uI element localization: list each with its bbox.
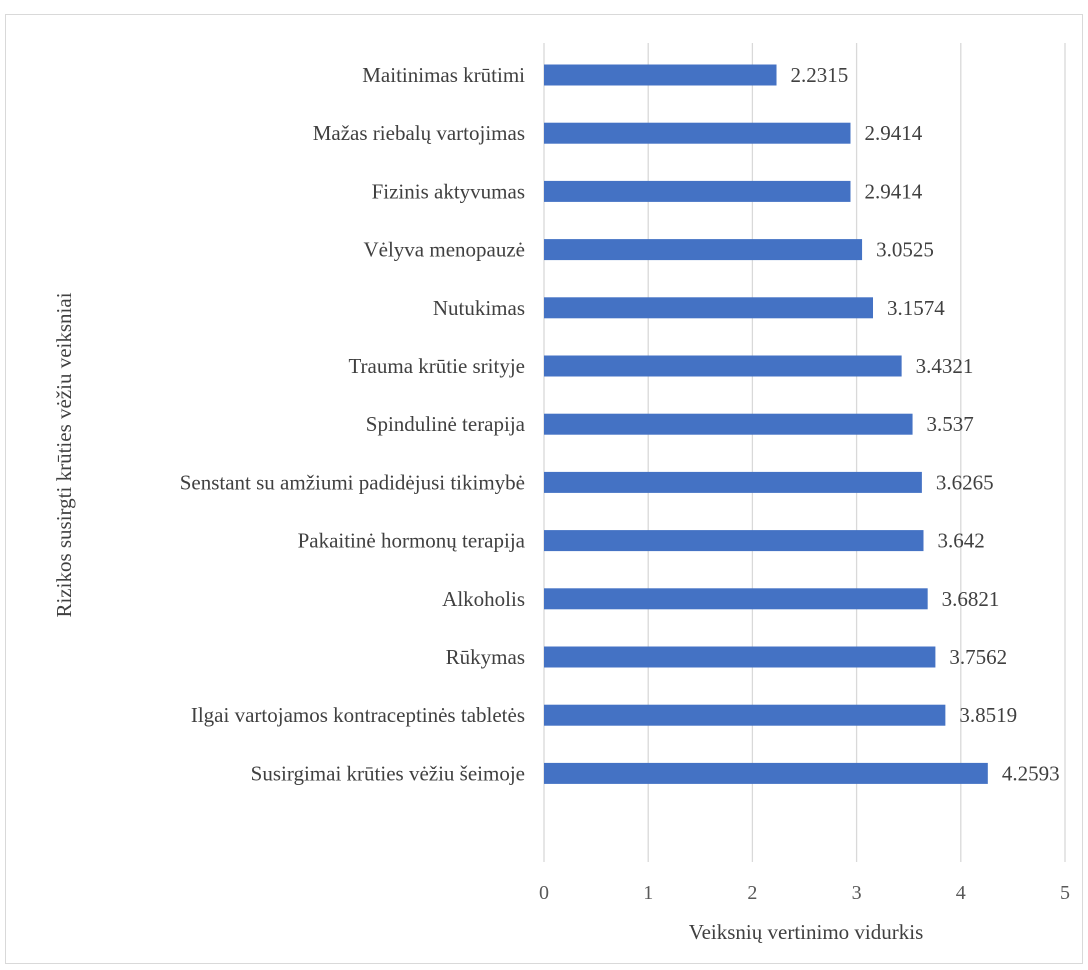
category-label: Maitinimas krūtimi [362, 63, 525, 87]
data-label: 3.0525 [876, 238, 934, 262]
category-label: Mažas riebalų vartojimas [313, 121, 525, 145]
category-label: Trauma krūtie srityje [348, 354, 525, 378]
data-label: 3.642 [937, 529, 984, 553]
bar [544, 122, 851, 144]
category-label: Rūkymas [446, 645, 525, 669]
category-labels: Maitinimas krūtimi Mažas riebalų vartojim… [180, 63, 526, 785]
category-label: Spindulinė terapija [366, 412, 526, 436]
data-label: 3.7562 [949, 645, 1007, 669]
data-label: 2.2315 [791, 63, 849, 87]
data-label: 4.2593 [1002, 761, 1060, 785]
data-label: 3.537 [927, 412, 974, 436]
data-label: 3.6265 [936, 470, 994, 494]
data-label: 3.6821 [942, 587, 1000, 611]
bar [544, 646, 936, 668]
bar [544, 180, 851, 202]
data-label: 3.8519 [959, 703, 1017, 727]
chart-frame: Maitinimas krūtimi Mažas riebalų vartojim… [5, 14, 1083, 964]
bar [544, 471, 922, 493]
x-tick-labels: 0 1 2 3 4 5 [539, 882, 1070, 904]
x-tick-label: 0 [539, 882, 549, 904]
bar [544, 64, 777, 86]
data-label: 3.1574 [887, 296, 945, 320]
x-tick-label: 4 [956, 882, 966, 904]
x-tick-label: 2 [747, 882, 757, 904]
bar [544, 297, 874, 319]
value-labels: 2.2315 2.9414 2.9414 3.0525 3.1574 3.4321 3.53… [791, 63, 1060, 785]
bar [544, 413, 913, 435]
bar-chart: Maitinimas krūtimi Mažas riebalų vartojim… [52, 43, 1070, 944]
category-label: Nutukimas [433, 296, 525, 320]
bar [544, 355, 902, 377]
bar [544, 239, 863, 261]
bar [544, 762, 988, 784]
bar [544, 588, 928, 610]
x-tick-label: 1 [643, 882, 653, 904]
category-label: Senstant su amžiumi padidėjusi tikimybė [180, 470, 525, 494]
category-label: Fizinis aktyvumas [372, 179, 525, 203]
data-label: 3.4321 [916, 354, 974, 378]
category-label: Susirgimai krūties vėžiu šeimoje [251, 761, 525, 785]
bar [544, 530, 924, 552]
bar [544, 704, 946, 726]
data-label: 2.9414 [864, 179, 922, 203]
y-axis-title: Rizikos susirgti krūties vėžiu veiksniai [52, 292, 76, 617]
gridlines [543, 43, 1066, 862]
category-label: Ilgai vartojamos kontraceptinės tabletės [191, 703, 525, 727]
category-label: Vėlyva menopauzė [363, 238, 525, 262]
x-tick-label: 5 [1060, 882, 1070, 904]
data-label: 2.9414 [864, 121, 922, 145]
bars [544, 64, 988, 784]
x-axis-title: Veiksnių vertinimo vidurkis [689, 920, 924, 944]
category-label: Alkoholis [442, 587, 525, 611]
x-tick-label: 3 [852, 882, 862, 904]
category-label: Pakaitinė hormonų terapija [298, 529, 526, 553]
